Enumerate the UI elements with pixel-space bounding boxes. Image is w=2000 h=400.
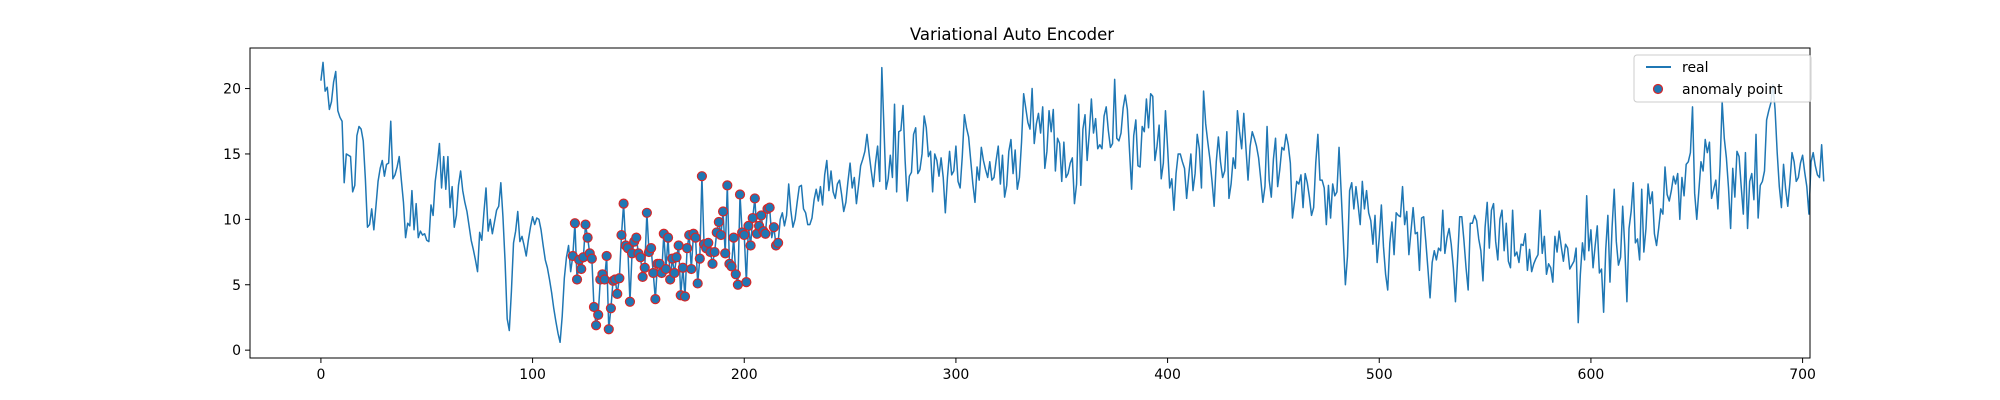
anomaly-point (730, 269, 741, 280)
anomaly-point (605, 303, 617, 314)
anomaly-point (599, 274, 610, 285)
anomaly-point (739, 229, 750, 241)
plot-area (320, 61, 1825, 344)
legend-anomaly-label: anomaly point (1682, 82, 1783, 98)
anomaly-point (681, 243, 693, 254)
anomaly-point (571, 274, 583, 285)
anomaly-point (662, 232, 674, 243)
anomaly-point (646, 243, 657, 254)
y-tick-label: 15 (223, 147, 241, 163)
anomaly-point (637, 271, 648, 282)
legend-real-label: real (1682, 60, 1709, 76)
anomaly-point (679, 291, 691, 302)
anomaly-point (648, 267, 659, 279)
y-axis: 0 5 10 15 20 (223, 82, 250, 359)
anomaly-point (696, 171, 708, 182)
anomaly-point (580, 219, 591, 230)
anomaly-point (694, 253, 705, 264)
y-tick-label: 10 (223, 212, 241, 228)
anomaly-point (773, 237, 784, 248)
anomaly-point (614, 273, 625, 284)
anomaly-point (713, 216, 724, 228)
anomaly-point (743, 220, 754, 231)
x-axis: 0 100 200 300 400 500 600 700 (316, 358, 1816, 383)
anomaly-point (690, 232, 701, 243)
anomaly-point (747, 212, 758, 224)
anomaly-point (707, 258, 718, 269)
anomaly-point (732, 279, 744, 290)
anomaly-point (749, 193, 760, 204)
x-tick-label: 0 (316, 367, 325, 383)
anomaly-point (717, 206, 729, 217)
anomaly-point (703, 237, 714, 248)
anomaly-point (686, 263, 697, 275)
anomaly-point (673, 240, 684, 251)
anomaly-point (593, 309, 604, 320)
series-line-real (320, 61, 1825, 344)
x-tick-label: 600 (1578, 367, 1605, 383)
axes-frame (249, 47, 1811, 359)
anomaly-point (726, 261, 737, 272)
y-tick-label: 0 (232, 343, 241, 359)
y-tick-label: 5 (232, 278, 241, 294)
anomaly-point (586, 253, 597, 264)
anomaly-point (692, 278, 703, 289)
anomaly-point (641, 207, 652, 218)
anomaly-point (734, 189, 746, 200)
anomaly-point (582, 232, 593, 243)
anomaly-point (618, 198, 629, 209)
anomaly-point (660, 263, 672, 275)
anomaly-point (722, 180, 733, 191)
anomaly-point (728, 232, 739, 243)
anomaly-point (624, 296, 636, 307)
anomaly-point (709, 246, 720, 258)
legend-box (1633, 54, 1812, 103)
anomaly-point (635, 252, 646, 263)
anomaly-point (671, 252, 682, 263)
anomaly-point (741, 277, 752, 288)
anomaly-point (588, 301, 600, 313)
anomaly-point (715, 229, 727, 241)
x-tick-label: 700 (1789, 367, 1816, 383)
x-tick-label: 300 (943, 367, 970, 383)
anomaly-point (590, 320, 602, 331)
x-tick-label: 100 (519, 367, 546, 383)
x-tick-label: 200 (731, 367, 758, 383)
chart-title: Variational Auto Encoder (910, 25, 1114, 44)
anomaly-point (569, 218, 581, 229)
anomaly-point (601, 250, 612, 262)
legend-anomaly-swatch (1652, 83, 1664, 95)
x-tick-label: 500 (1366, 367, 1393, 383)
y-tick-label: 20 (223, 82, 241, 98)
anomaly-point (768, 222, 779, 233)
anomaly-point (720, 248, 731, 259)
anomaly-point (764, 202, 775, 213)
anomaly-point (639, 262, 650, 273)
anomaly-point (745, 240, 756, 251)
anomaly-point (756, 210, 767, 221)
anomaly-point (760, 228, 771, 239)
legend: real anomaly point (1633, 54, 1812, 103)
anomaly-point (576, 263, 587, 275)
anomaly-point (650, 294, 661, 305)
anomaly-point (677, 262, 688, 273)
anomaly-point (616, 229, 627, 241)
anomaly-point (603, 324, 614, 335)
anomaly-point (612, 288, 623, 300)
x-tick-label: 400 (1154, 367, 1181, 383)
anomaly-point (631, 232, 642, 243)
anomaly-point (669, 267, 680, 279)
